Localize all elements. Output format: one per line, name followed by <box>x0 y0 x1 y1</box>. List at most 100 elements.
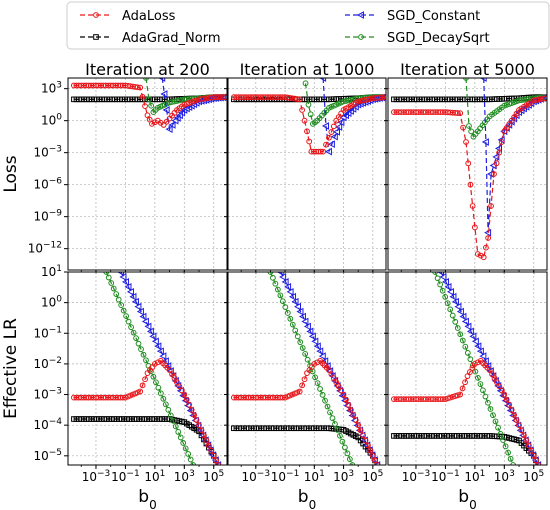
data-point <box>372 457 378 464</box>
series-line-SGD_Constant <box>322 78 385 152</box>
data-point <box>338 391 346 400</box>
data-point <box>151 337 159 346</box>
x-tick-label: 101 <box>464 469 485 484</box>
data-point <box>316 347 324 356</box>
data-point <box>159 352 167 360</box>
data-point <box>503 396 510 403</box>
data-point <box>447 394 454 401</box>
data-point <box>294 96 301 102</box>
legend-label: SGD_DecaySqrt <box>387 31 490 46</box>
data-point <box>319 391 326 398</box>
data-point <box>296 388 303 395</box>
legend-entry: SGD_Constant <box>345 9 480 24</box>
data-point <box>179 391 187 400</box>
data-point <box>490 412 496 419</box>
y-tick-label: 10−12 <box>28 241 62 256</box>
data-point <box>491 375 498 382</box>
panel-r1-c2: 10−3 10−1 101 103 105 b0 <box>384 271 548 510</box>
data-point <box>381 94 386 101</box>
data-point <box>190 462 197 465</box>
series-line-AdaLoss <box>393 360 539 465</box>
data-point <box>349 462 356 465</box>
legend-entry: SGD_DecaySqrt <box>345 31 490 46</box>
markers-SGD_Constant <box>319 78 386 156</box>
data-point <box>330 123 337 130</box>
data-point <box>180 440 187 446</box>
data-point <box>136 307 144 316</box>
data-point <box>171 116 179 125</box>
data-point <box>499 391 507 400</box>
markers-AdaLoss <box>390 357 542 465</box>
x-tick-label: 101 <box>144 469 165 484</box>
series-line-AdaLoss <box>233 360 378 465</box>
x-tick-label: 10−1 <box>271 469 300 484</box>
data-point <box>175 429 182 435</box>
axis-labels: Loss Effective LR <box>1 155 21 419</box>
data-point <box>327 409 333 416</box>
data-point <box>182 445 189 452</box>
data-point <box>142 376 148 383</box>
x-tick-label: 10−1 <box>431 469 460 484</box>
data-point <box>276 272 284 276</box>
markers-AdaLoss <box>390 95 547 261</box>
data-point <box>475 374 481 381</box>
data-point <box>174 379 180 386</box>
data-point <box>178 108 186 117</box>
data-point <box>308 332 316 341</box>
data-point <box>471 337 479 346</box>
data-point <box>137 388 144 395</box>
data-point <box>498 139 505 145</box>
x-axis-label: b0 <box>458 487 476 510</box>
data-point <box>362 437 369 444</box>
y-tick-label: 10−1 <box>33 325 62 340</box>
data-point <box>457 110 464 117</box>
x-tick-label: 105 <box>203 469 224 484</box>
data-point <box>459 385 466 392</box>
markers-SGD_DecaySqrt <box>103 272 197 465</box>
data-point <box>461 317 469 326</box>
data-point <box>169 371 175 378</box>
data-point <box>494 379 500 386</box>
data-point <box>139 93 146 100</box>
data-point <box>294 333 301 340</box>
data-point <box>110 285 117 292</box>
data-point <box>535 462 542 465</box>
data-point <box>521 432 527 439</box>
data-point <box>281 278 289 286</box>
data-point <box>128 324 134 331</box>
data-point <box>467 356 474 363</box>
data-point <box>151 361 158 367</box>
data-point <box>208 447 215 454</box>
data-point <box>373 461 381 465</box>
data-point <box>437 281 444 288</box>
data-point <box>358 431 366 440</box>
data-point <box>488 203 494 209</box>
data-point <box>168 121 176 129</box>
data-point <box>119 273 127 281</box>
data-point <box>214 461 222 465</box>
y-tick-label: 10−4 <box>33 417 62 432</box>
data-point <box>442 294 449 300</box>
data-point <box>462 343 469 350</box>
data-point <box>140 351 147 358</box>
data-point <box>326 367 332 373</box>
data-point <box>116 272 124 276</box>
data-point <box>479 352 487 360</box>
data-point <box>296 96 303 103</box>
data-point <box>139 382 146 389</box>
data-point <box>173 114 181 122</box>
data-point <box>466 123 472 129</box>
y-tick-label: 10−5 <box>33 448 62 463</box>
legend-label: AdaGrad_Norm <box>122 31 220 46</box>
y-tick-label: 100 <box>41 113 62 128</box>
data-point <box>317 148 324 155</box>
data-point <box>284 310 291 316</box>
data-point <box>210 452 217 459</box>
data-point <box>171 375 178 382</box>
x-axis-label: b0 <box>298 487 316 510</box>
data-point <box>355 422 362 429</box>
data-point <box>137 84 144 91</box>
data-point <box>298 312 306 321</box>
data-point <box>510 462 517 465</box>
legend-box <box>66 1 550 50</box>
